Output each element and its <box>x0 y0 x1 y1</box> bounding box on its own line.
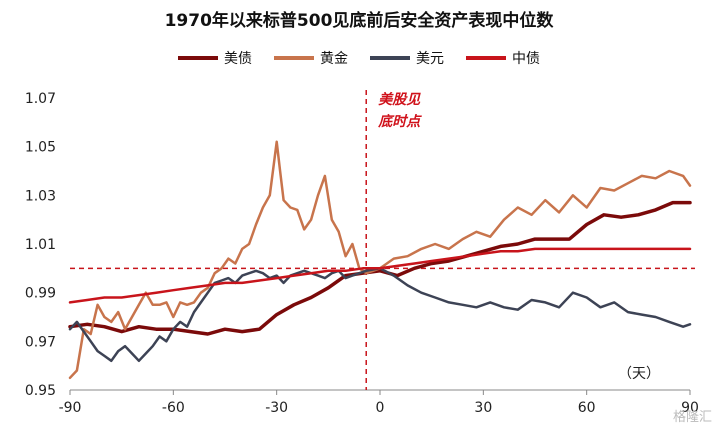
legend-swatch <box>370 56 410 60</box>
y-tick-label: 0.99 <box>25 286 56 302</box>
watermark: 格隆汇 <box>672 410 712 425</box>
legend-item: 美债 <box>178 48 252 68</box>
series-line-中债 <box>68 247 692 304</box>
y-tick-label: 1.07 <box>25 91 56 107</box>
legend-label: 美元 <box>416 51 444 67</box>
legend-swatch <box>466 56 506 60</box>
legend-item: 黄金 <box>274 48 348 68</box>
x-tick-label: 60 <box>578 400 596 416</box>
legend-label: 黄金 <box>320 51 348 67</box>
y-tick-label: 1.03 <box>25 188 56 204</box>
y-tick-label: 1.05 <box>25 140 56 156</box>
x-tick-label: -60 <box>162 400 185 416</box>
series-line-美元 <box>68 267 692 363</box>
bottom-annotation-line2: 底时点 <box>377 113 422 130</box>
legend-item: 中债 <box>466 48 540 68</box>
legend: 美债 黄金 美元 中债 <box>0 48 718 68</box>
x-tick-label: -30 <box>265 400 288 416</box>
legend-item: 美元 <box>370 48 444 68</box>
x-tick-label: 90 <box>681 400 699 416</box>
y-tick-label: 0.95 <box>25 383 56 399</box>
y-tick-label: 0.97 <box>25 334 56 350</box>
x-tick-label: 0 <box>376 400 385 416</box>
series-line-黄金 <box>68 140 692 380</box>
legend-swatch <box>178 56 218 60</box>
legend-swatch <box>274 56 314 60</box>
x-unit-label: （天） <box>618 366 660 382</box>
y-tick-label: 1.01 <box>25 237 56 253</box>
x-tick-label: 30 <box>474 400 492 416</box>
legend-label: 美债 <box>224 51 252 67</box>
x-tick-label: -90 <box>59 400 82 416</box>
chart-title: 1970年以来标普500见底前后安全资产表现中位数 <box>164 11 554 31</box>
bottom-annotation-line1: 美股见 <box>378 91 421 108</box>
legend-label: 中债 <box>512 51 540 67</box>
